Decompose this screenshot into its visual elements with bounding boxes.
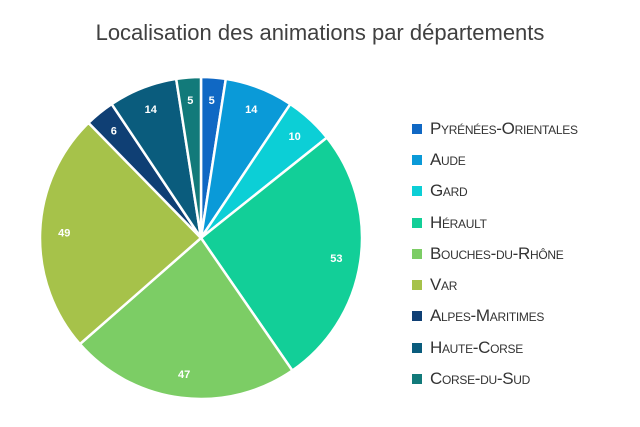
legend-swatch: [412, 186, 422, 197]
data-label: 47: [178, 369, 190, 381]
legend-label: Gard: [430, 181, 468, 201]
legend-item: Aude: [412, 144, 578, 175]
pie-slice: [38, 121, 203, 346]
legend-swatch: [412, 154, 422, 165]
legend-label: Pyrénées-Orientales: [430, 118, 578, 138]
data-label: 5: [209, 95, 215, 107]
legend: Pyrénées-Orientales Aude Gard Hérault Bouche…: [412, 113, 578, 395]
legend-swatch: [412, 311, 422, 322]
data-label: 5: [187, 95, 193, 107]
pie-slice: [199, 135, 364, 373]
legend-swatch: [412, 342, 422, 353]
legend-item: Alpes-Maritimes: [412, 301, 578, 332]
data-label: 14: [145, 104, 158, 116]
legend-item: Var: [412, 269, 578, 300]
pie-chart: 5 14 10 53 47 49 6 14 5: [38, 75, 364, 401]
legend-item: Corse-du-Sud: [412, 363, 578, 394]
legend-label: Bouches-du-Rhône: [430, 243, 564, 263]
legend-label: Var: [430, 275, 458, 295]
legend-label: Corse-du-Sud: [430, 369, 531, 389]
legend-label: Alpes-Maritimes: [430, 306, 545, 326]
legend-label: Haute-Corse: [430, 337, 523, 357]
legend-item: Hérault: [412, 207, 578, 238]
legend-item: Gard: [412, 176, 578, 207]
pie-slice: [174, 75, 203, 239]
legend-swatch: [412, 374, 422, 385]
legend-item: Pyrénées-Orientales: [412, 113, 578, 144]
pie-slice: [78, 236, 295, 401]
legend-label: Aude: [430, 149, 466, 169]
legend-swatch: [412, 280, 422, 291]
data-label: 53: [330, 253, 342, 265]
legend-item: Haute-Corse: [412, 332, 578, 363]
legend-swatch: [412, 217, 422, 228]
legend-swatch: [412, 123, 422, 134]
legend-swatch: [412, 248, 422, 259]
legend-label: Hérault: [430, 212, 487, 232]
legend-item: Bouches-du-Rhône: [412, 238, 578, 269]
chart-title: Localisation des animations par départem…: [95, 20, 545, 45]
data-label: 14: [245, 104, 258, 116]
data-label: 49: [58, 228, 70, 240]
data-label: 6: [111, 125, 117, 137]
data-label: 10: [289, 131, 301, 143]
